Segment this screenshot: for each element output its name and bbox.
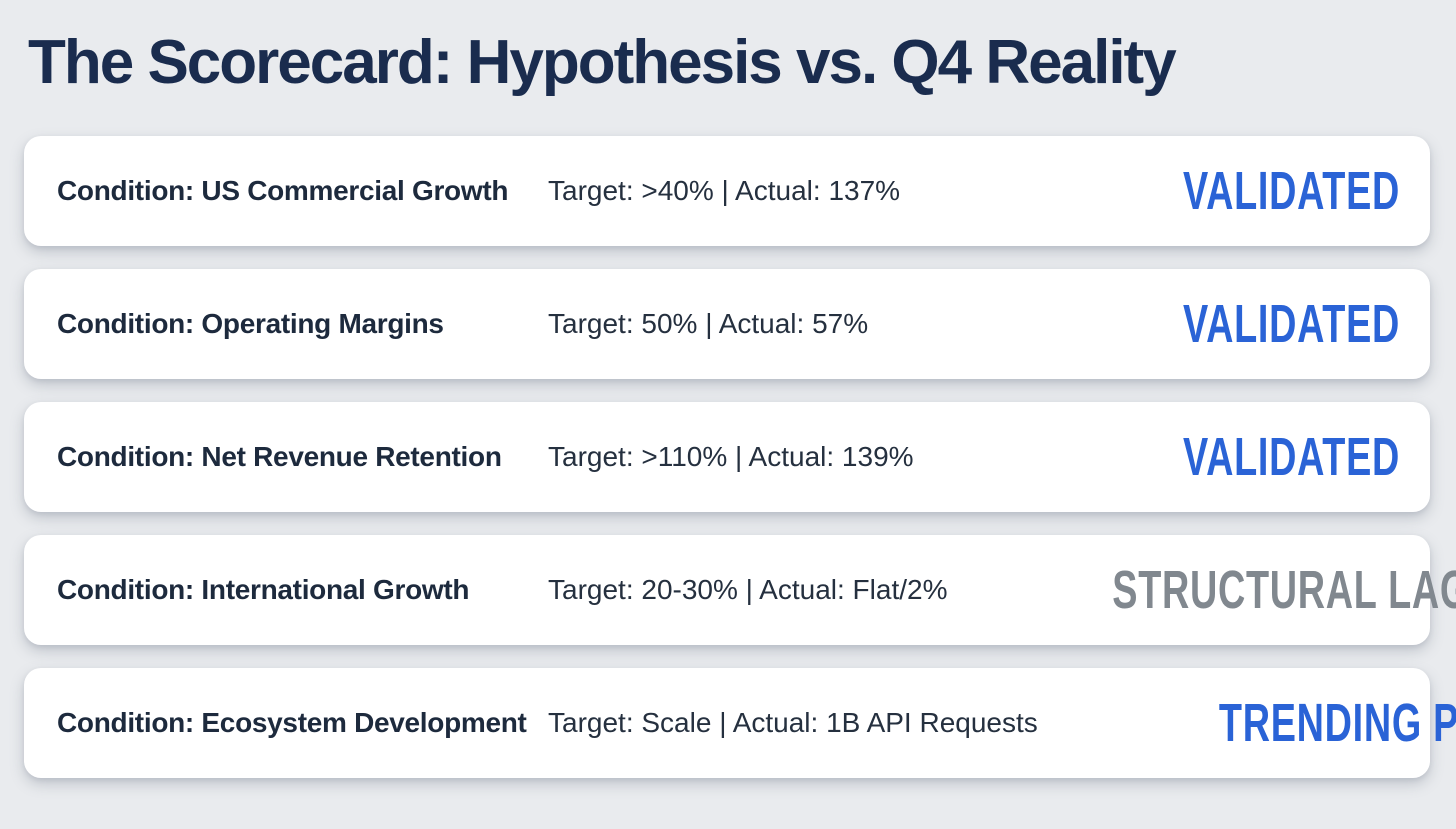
page-title: The Scorecard: Hypothesis vs. Q4 Reality: [28, 28, 1177, 97]
status-badge: TRENDING POSITIVE: [1218, 693, 1456, 753]
target-actual-text: Target: >110% | Actual: 139%: [548, 441, 914, 472]
target-actual-text: Target: 20-30% | Actual: Flat/2%: [548, 574, 948, 605]
target-actual-text: Target: Scale | Actual: 1B API Requests: [548, 707, 1038, 738]
scorecard-slide: The Scorecard: Hypothesis vs. Q4 Reality…: [0, 28, 1456, 829]
scorecard-list: Condition: US Commercial Growth Target: …: [24, 136, 1456, 778]
target-actual-text: Target: >40% | Actual: 137%: [548, 175, 901, 206]
condition-label: Condition: Net Revenue Retention: [57, 441, 502, 472]
status-badge: VALIDATED: [1183, 427, 1400, 487]
condition-label: Condition: International Growth: [57, 574, 470, 605]
status-badge: VALIDATED: [1183, 161, 1400, 221]
target-actual-text: Target: 50% | Actual: 57%: [548, 308, 869, 339]
scorecard-row: Condition: International Growth Target: …: [24, 535, 1456, 645]
scorecard-row: Condition: Operating Margins Target: 50%…: [24, 269, 1430, 379]
status-badge: VALIDATED: [1183, 294, 1400, 354]
condition-label: Condition: Operating Margins: [57, 308, 444, 339]
status-badge: STRUCTURAL LAG: [1112, 560, 1456, 620]
condition-label: Condition: US Commercial Growth: [57, 175, 509, 206]
scorecard-row: Condition: US Commercial Growth Target: …: [24, 136, 1430, 246]
scorecard-row: Condition: Ecosystem Development Target:…: [24, 668, 1456, 778]
scorecard-row: Condition: Net Revenue Retention Target:…: [24, 402, 1430, 512]
condition-label: Condition: Ecosystem Development: [57, 707, 527, 738]
